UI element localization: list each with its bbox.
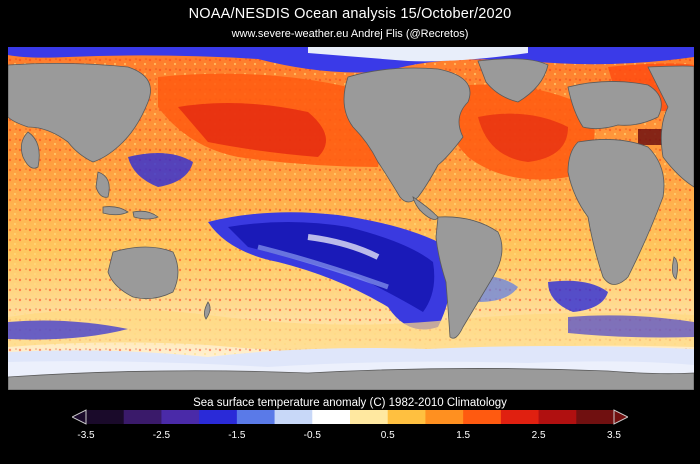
colorbar-cell — [463, 410, 502, 424]
colorbar-tick-label: -1.5 — [228, 430, 246, 441]
colorbar-cell — [123, 410, 162, 424]
north-america — [343, 67, 471, 203]
colorbar-tick-label: -0.5 — [303, 430, 321, 441]
color-bar — [72, 409, 628, 425]
colorbar-tick-label: 1.5 — [456, 430, 471, 441]
colorbar-tick-label: 3.5 — [607, 430, 621, 441]
colorbar-cell — [576, 410, 615, 424]
colorbar-cell — [500, 410, 540, 424]
south-america — [435, 216, 503, 339]
greenland — [477, 58, 549, 103]
africa — [567, 139, 665, 285]
colorbar-tick-label: 0.5 — [380, 430, 395, 441]
southern-ocean — [8, 308, 694, 353]
colorbar-tick-label: -3.5 — [77, 430, 95, 441]
sst-anomaly-map — [8, 47, 694, 390]
australia — [107, 246, 179, 300]
colorbar-cell — [161, 410, 200, 424]
europe — [567, 81, 662, 129]
antarctica — [8, 368, 694, 390]
colorbar-cell — [425, 410, 464, 424]
colorbar-cell — [86, 410, 125, 424]
colorbar-cell — [274, 410, 313, 424]
colorbar-cell — [312, 410, 351, 424]
colorbar-cell — [199, 410, 238, 424]
land-masses — [8, 58, 694, 390]
colorbar-high-arrow — [613, 409, 628, 425]
colorbar-tick-label: -2.5 — [152, 430, 171, 441]
colorbar-cell — [236, 410, 276, 424]
colorbar-cell — [387, 410, 426, 424]
credit-line: www.severe-weather.eu Andrej Flis (@Recr… — [231, 28, 469, 40]
colorbar-cell — [538, 410, 577, 424]
colorbar-tick-label: 2.5 — [531, 430, 546, 441]
colorbar-cell — [350, 410, 389, 424]
colorbar-low-arrow — [72, 409, 87, 425]
legend-title: Sea surface temperature anomaly (C) 1982… — [193, 397, 507, 409]
asia — [647, 65, 694, 188]
page-title: NOAA/NESDIS Ocean analysis 15/October/20… — [188, 6, 512, 22]
